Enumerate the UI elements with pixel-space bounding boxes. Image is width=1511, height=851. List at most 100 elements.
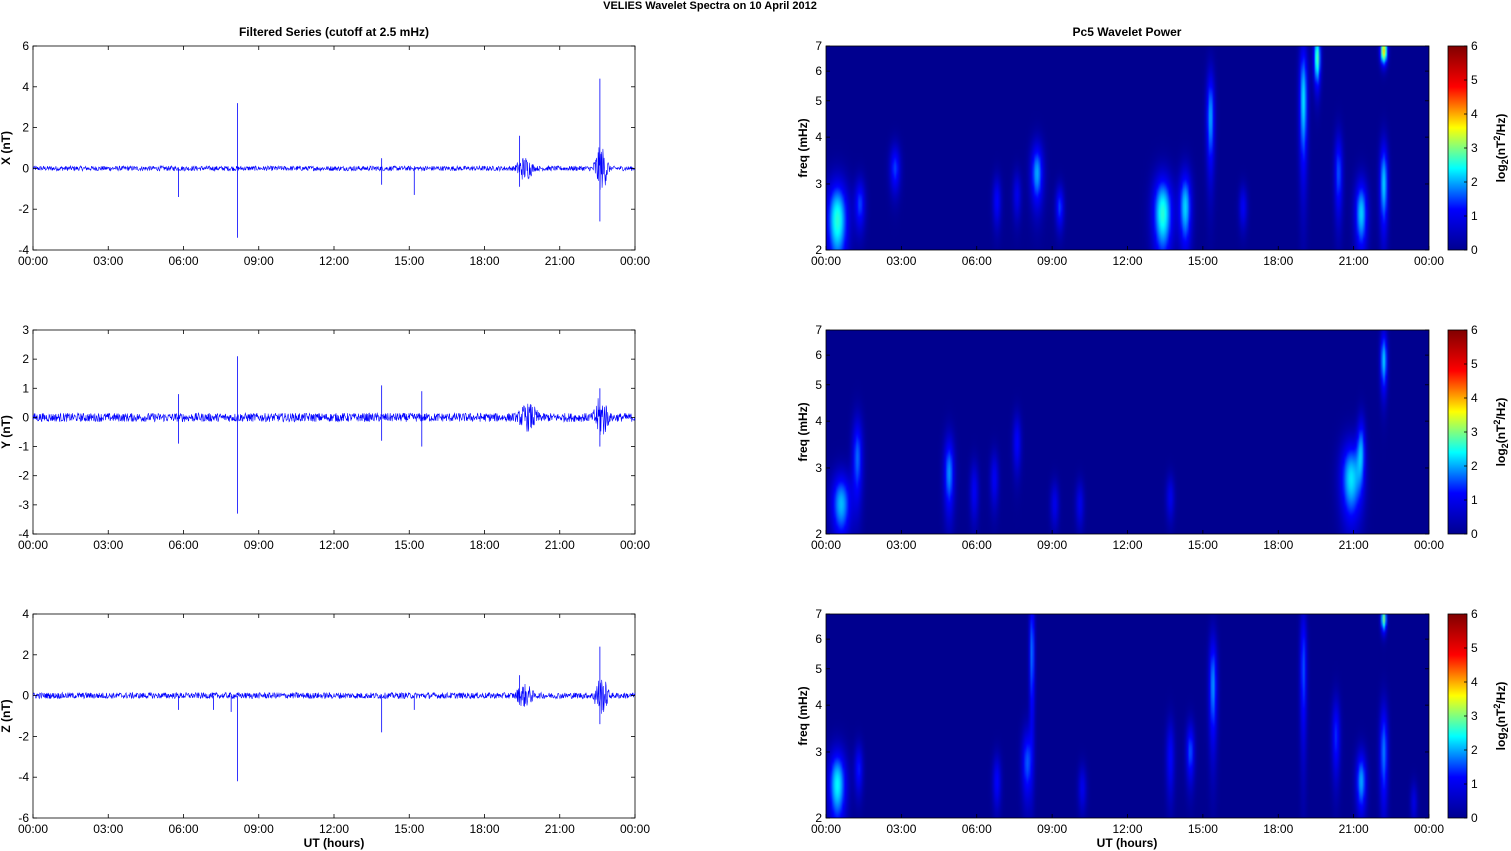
colorbar-tick-label: 2 xyxy=(1471,459,1478,473)
timeseries-panel-y: -4 -3 -2 -1 0 1 2 3 00:00 03:00 06:00 09:00 12:00 15:… xyxy=(0,323,650,552)
x-tick-label: 09:00 xyxy=(1037,254,1067,268)
wavelet-panel-z: 2 3 4 5 6 7 00:00 03:00 06:00 09:00 12:00 15:00 18:0… xyxy=(796,607,1510,836)
x-tick-label: 06:00 xyxy=(962,822,992,836)
y-tick-label: 4 xyxy=(22,80,29,94)
x-tick-label: 15:00 xyxy=(394,254,424,268)
colorbar-tick-label: 5 xyxy=(1471,357,1478,371)
wavelet-panel-y: 2 3 4 5 6 7 00:00 03:00 06:00 09:00 12:00 15:00 18:0… xyxy=(796,323,1510,552)
colorbar-tick-label: 0 xyxy=(1471,527,1478,541)
colorbar-tick-label: 1 xyxy=(1471,209,1478,223)
x-tick-label: 09:00 xyxy=(244,538,274,552)
y-tick-label: 5 xyxy=(815,378,822,392)
wavelet-panel-x: 2 3 4 5 6 7 00:00 03:00 06:00 09:00 12:00 15:00 18:0… xyxy=(796,39,1510,268)
y-tick-label: 3 xyxy=(815,177,822,191)
colorbar-tick-label: 3 xyxy=(1471,709,1478,723)
y-tick-label: 2 xyxy=(22,352,29,366)
x-tick-label: 00:00 xyxy=(1414,254,1444,268)
y-tick-label: 4 xyxy=(22,607,29,621)
x-tick-label: 18:00 xyxy=(1263,538,1293,552)
x-axis-label-right: UT (hours) xyxy=(1097,836,1158,850)
left-column-title: Filtered Series (cutoff at 2.5 mHz) xyxy=(239,25,429,39)
x-tick-label: 03:00 xyxy=(886,254,916,268)
colorbar-tick-label: 4 xyxy=(1471,107,1478,121)
x-tick-label: 12:00 xyxy=(1112,538,1142,552)
y-tick-label: 0 xyxy=(22,161,29,175)
x-tick-label: 03:00 xyxy=(886,538,916,552)
colorbar-label: log2(nT2/Hz) xyxy=(1492,114,1510,183)
x-tick-label: 06:00 xyxy=(168,254,198,268)
x-tick-label: 21:00 xyxy=(1339,822,1369,836)
x-axis-label-left: UT (hours) xyxy=(304,836,365,850)
colorbar: 0 1 2 3 4 5 6 log2(nT2/Hz) xyxy=(1447,323,1510,541)
signal-trace xyxy=(32,679,636,714)
plot-area xyxy=(32,329,636,535)
y-tick-label: -1 xyxy=(18,440,29,454)
x-tick-label: 18:00 xyxy=(1263,254,1293,268)
colorbar-tick-label: 6 xyxy=(1471,39,1478,53)
y-tick-label: 2 xyxy=(815,527,822,541)
x-tick-label: 15:00 xyxy=(1188,822,1218,836)
colorbar-tick-label: 6 xyxy=(1471,607,1478,621)
signal-trace xyxy=(32,147,636,190)
x-tick-label: 15:00 xyxy=(1188,538,1218,552)
y-tick-label: -2 xyxy=(18,469,29,483)
right-column-title: Pc5 Wavelet Power xyxy=(1073,25,1182,39)
y-tick-label: 5 xyxy=(815,94,822,108)
y-tick-label: 6 xyxy=(815,632,822,646)
x-tick-label: 21:00 xyxy=(1339,254,1369,268)
x-tick-label: 00:00 xyxy=(620,254,650,268)
x-tick-label: 15:00 xyxy=(394,822,424,836)
y-tick-label: 6 xyxy=(815,64,822,78)
y-tick-label: -4 xyxy=(18,243,29,257)
timeseries-panel-z: -6 -4 -2 0 2 4 00:00 03:00 06:00 09:00 12:00 15:00 1… xyxy=(0,607,650,836)
x-tick-label: 03:00 xyxy=(886,822,916,836)
colorbar-tick-label: 0 xyxy=(1471,243,1478,257)
x-tick-label: 12:00 xyxy=(319,822,349,836)
x-tick-label: 21:00 xyxy=(1339,538,1369,552)
plot-area xyxy=(32,613,636,819)
x-tick-label: 00:00 xyxy=(1414,822,1444,836)
y-tick-label: -4 xyxy=(18,770,29,784)
wavelet-power-image xyxy=(826,46,1429,250)
colorbar-label: log2(nT2/Hz) xyxy=(1492,398,1510,467)
x-tick-label: 09:00 xyxy=(1037,538,1067,552)
x-tick-label: 18:00 xyxy=(1263,822,1293,836)
colorbar-tick-label: 3 xyxy=(1471,425,1478,439)
x-tick-label: 03:00 xyxy=(93,538,123,552)
colorbar-tick-label: 1 xyxy=(1471,777,1478,791)
colorbar-tick-label: 6 xyxy=(1471,323,1478,337)
y-tick-label: 6 xyxy=(815,348,822,362)
x-tick-label: 00:00 xyxy=(811,822,841,836)
y-tick-label: 3 xyxy=(815,461,822,475)
x-tick-label: 12:00 xyxy=(319,254,349,268)
colorbar-tick-label: 2 xyxy=(1471,175,1478,189)
signal-trace xyxy=(32,398,636,436)
colorbar: 0 1 2 3 4 5 6 log2(nT2/Hz) xyxy=(1447,39,1510,257)
wavelet-power-image xyxy=(826,614,1429,818)
x-tick-label: 12:00 xyxy=(1112,822,1142,836)
x-tick-label: 09:00 xyxy=(244,822,274,836)
x-tick-label: 21:00 xyxy=(545,822,575,836)
y-axis-label: freq (mHz) xyxy=(796,402,810,461)
y-tick-label: 7 xyxy=(815,323,822,337)
colorbar-tick-label: 5 xyxy=(1471,73,1478,87)
x-tick-label: 12:00 xyxy=(1112,254,1142,268)
timeseries-panel-x: -4 -2 0 2 4 6 00:00 03:00 06:00 09:00 12:00 15:00 18… xyxy=(0,39,650,268)
y-tick-label: -4 xyxy=(18,527,29,541)
x-tick-label: 09:00 xyxy=(1037,822,1067,836)
y-tick-label: 2 xyxy=(815,243,822,257)
x-tick-label: 21:00 xyxy=(545,254,575,268)
y-tick-label: -2 xyxy=(18,729,29,743)
x-tick-label: 06:00 xyxy=(168,822,198,836)
colorbar: 0 1 2 3 4 5 6 log2(nT2/Hz) xyxy=(1447,607,1510,825)
x-tick-label: 00:00 xyxy=(1414,538,1444,552)
y-tick-label: -2 xyxy=(18,202,29,216)
x-tick-label: 00:00 xyxy=(811,254,841,268)
y-axis-label: Z (nT) xyxy=(0,699,13,732)
x-tick-label: 03:00 xyxy=(93,822,123,836)
x-tick-label: 18:00 xyxy=(469,538,499,552)
x-tick-label: 06:00 xyxy=(962,254,992,268)
x-tick-label: 12:00 xyxy=(319,538,349,552)
y-tick-label: 4 xyxy=(815,130,822,144)
y-tick-label: 7 xyxy=(815,607,822,621)
